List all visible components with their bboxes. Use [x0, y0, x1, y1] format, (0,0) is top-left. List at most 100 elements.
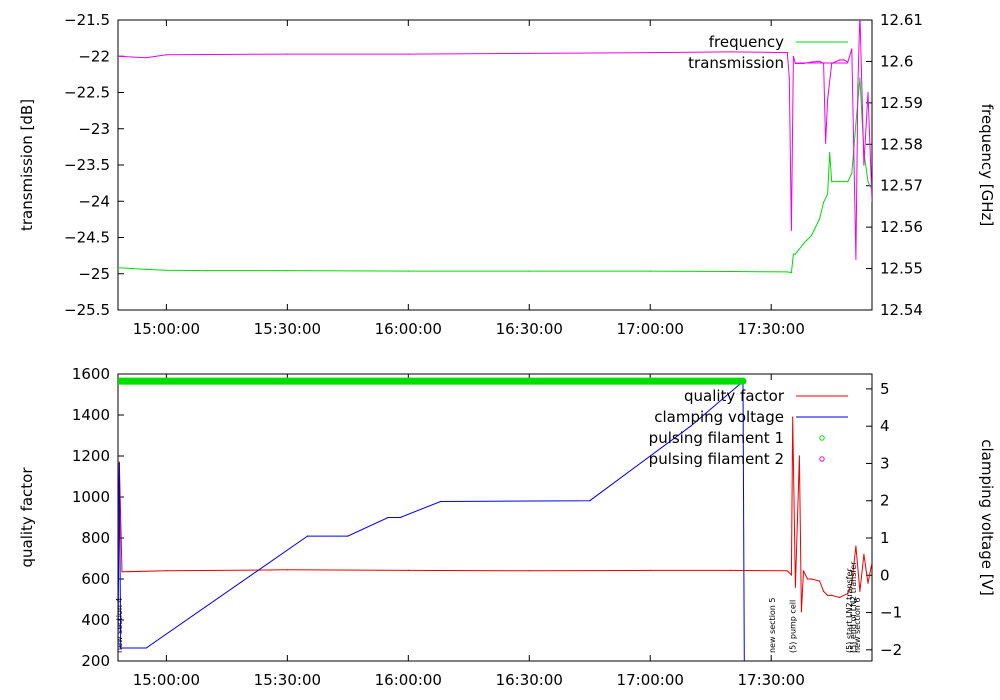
x-tick-label: 16:00:00	[375, 320, 442, 338]
y-tick-label: −22.5	[64, 84, 110, 102]
quality-factor-line	[118, 417, 872, 612]
quality-factor-point	[847, 592, 849, 595]
quality-factor-point	[810, 578, 813, 580]
y2-tick-label: 2	[880, 492, 890, 510]
legend-label: transmission	[688, 54, 784, 72]
quality-factor-point	[649, 569, 651, 572]
y-tick-label: 800	[81, 529, 110, 547]
transmission-point	[859, 12, 860, 13]
clamping-voltage-point	[118, 462, 120, 465]
frequency-point	[206, 270, 208, 272]
quality-factor-point	[831, 594, 833, 597]
y2-tick-label: 12.55	[880, 260, 923, 278]
frequency-line	[118, 77, 872, 274]
y2-tick-label: 5	[880, 380, 890, 398]
quality-factor-point	[730, 569, 732, 572]
y-tick-label: −24.5	[64, 229, 110, 247]
clamping-voltage-point	[387, 516, 389, 519]
frequency-point	[786, 271, 788, 273]
event-annotation: new section 4	[115, 597, 124, 653]
y-tick-label: −22	[78, 47, 110, 65]
y-tick-label: 600	[81, 570, 110, 588]
quality-factor-point	[800, 611, 803, 613]
frequency-point	[823, 201, 825, 203]
transmission-point	[825, 142, 827, 144]
y-tick-label: 1600	[72, 365, 110, 383]
y2-tick-label: 12.56	[880, 218, 923, 236]
y2-tick-label: 1	[880, 529, 890, 547]
frequency-point	[843, 181, 845, 183]
legend-marker	[819, 435, 825, 441]
y2-tick-label: 12.6	[880, 52, 913, 70]
x-tick-label: 17:30:00	[738, 320, 805, 338]
transmission-line	[118, 20, 872, 260]
transmission-point	[649, 52, 651, 54]
transmission-point	[145, 57, 147, 59]
y-axis-label: quality factor	[18, 467, 36, 568]
transmission-point	[788, 77, 790, 79]
frequency-point	[839, 181, 841, 183]
transmission-point	[867, 91, 869, 94]
frequency-point	[810, 234, 813, 236]
frequency-point	[286, 270, 288, 272]
transmission-point	[528, 52, 530, 55]
y-tick-label: −24	[78, 192, 110, 210]
y2-tick-label: 3	[880, 454, 890, 472]
frequency-point	[165, 269, 167, 271]
quality-factor-point	[528, 570, 530, 572]
y-tick-label: −23.5	[64, 156, 110, 174]
clamping-voltage-point	[440, 500, 442, 503]
frequency-point	[829, 152, 831, 154]
transmission-point	[839, 59, 841, 61]
y2-axis-label: frequency [GHz]	[978, 104, 996, 226]
quality-factor-point	[794, 586, 797, 588]
clamping-voltage-point	[118, 652, 119, 655]
legend-label: quality factor	[684, 387, 785, 405]
y-tick-label: −23	[78, 120, 110, 138]
x-tick-label: 17:00:00	[617, 671, 684, 689]
legend-label: clamping voltage	[654, 408, 784, 426]
transmission-point	[851, 48, 853, 50]
transmission-point	[730, 51, 732, 53]
x-tick-label: 17:30:00	[738, 671, 805, 689]
quality-factor-point	[823, 590, 825, 592]
frequency-point	[730, 270, 732, 273]
frequency-point	[118, 267, 119, 269]
x-tick-label: 15:30:00	[254, 320, 321, 338]
clamping-voltage-point	[589, 500, 591, 502]
quality-factor-point	[286, 569, 288, 571]
transmission-point	[827, 99, 829, 101]
frequency-point	[649, 270, 651, 272]
legend-label: frequency	[709, 33, 784, 51]
clamping-voltage-point	[743, 660, 745, 661]
y-axis-label: transmission [dB]	[18, 99, 36, 231]
transmission-point	[286, 53, 288, 55]
frequency-point	[407, 270, 409, 272]
y2-tick-label: 12.61	[880, 11, 923, 29]
quality-factor-point	[802, 570, 805, 572]
x-tick-label: 15:00:00	[133, 671, 200, 689]
quality-factor-point	[407, 569, 409, 572]
y2-tick-label: 12.59	[880, 94, 923, 112]
clamping-voltage-point	[690, 425, 692, 427]
clamping-voltage-line	[118, 380, 745, 661]
quality-factor-point	[118, 461, 120, 463]
y-tick-label: 1000	[72, 488, 110, 506]
y-tick-label: 400	[81, 611, 110, 629]
y2-tick-label: 4	[880, 417, 890, 435]
x-tick-label: 16:30:00	[496, 671, 563, 689]
clamping-voltage-point	[399, 516, 401, 519]
legend-label: pulsing filament 1	[649, 429, 784, 447]
frequency-point	[859, 77, 861, 79]
quality-factor-point	[806, 578, 809, 580]
quality-factor-point	[792, 416, 794, 418]
plot-frame	[117, 373, 873, 662]
y2-tick-label: 12.57	[880, 177, 923, 195]
frequency-point	[792, 253, 795, 255]
y-tick-label: −21.5	[64, 11, 110, 29]
clamping-voltage-point	[347, 535, 349, 537]
event-annotation: (5) end of LN2 transfer	[849, 561, 858, 653]
transmission-point	[165, 54, 167, 56]
transmission-point	[819, 60, 821, 62]
